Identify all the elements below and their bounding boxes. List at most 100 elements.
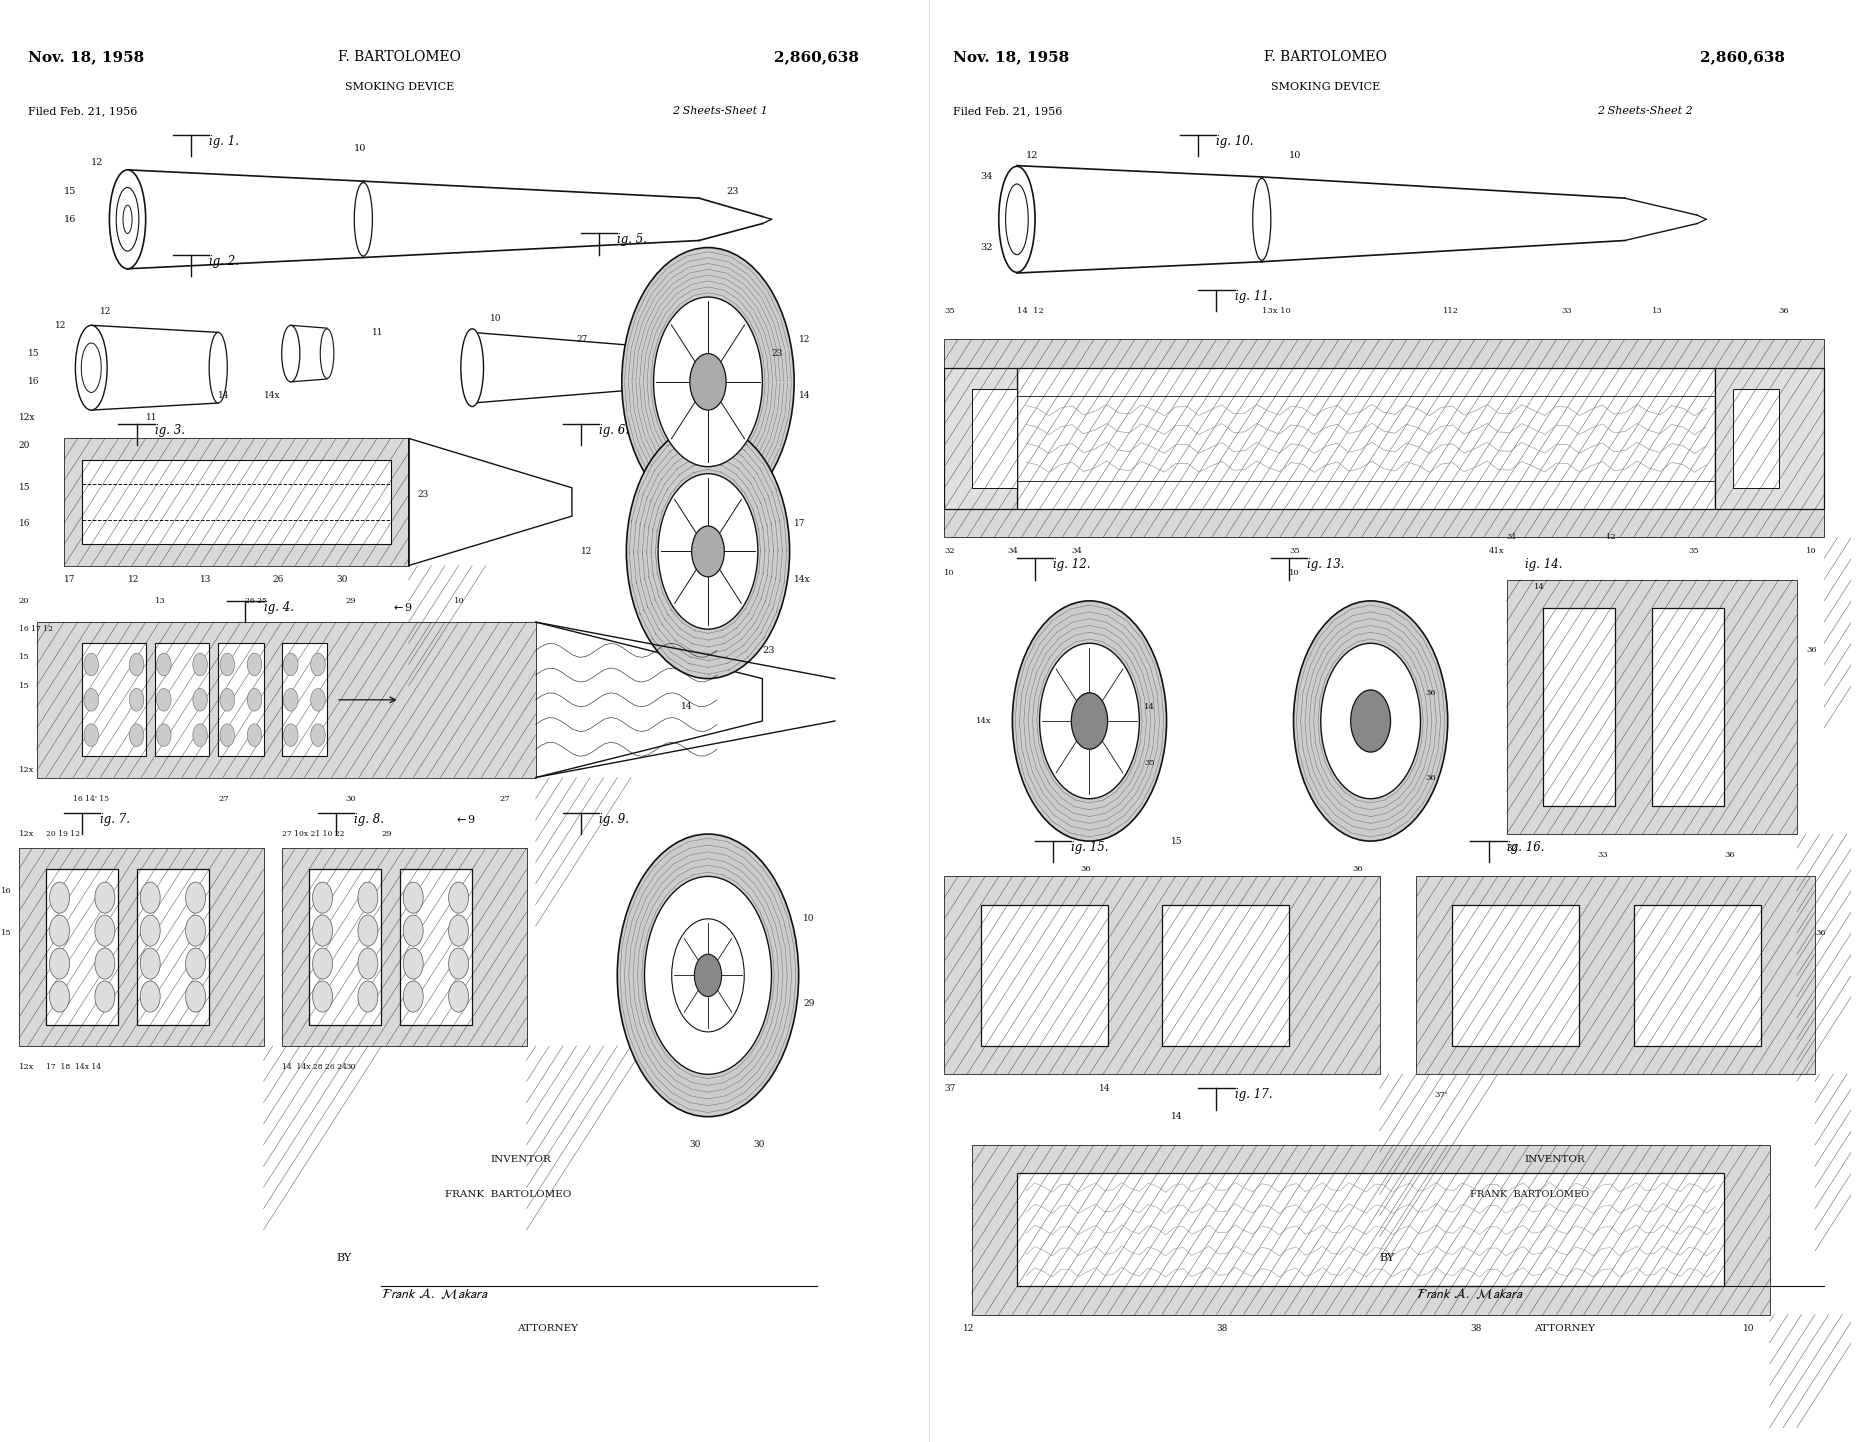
Text: 14: 14 bbox=[1144, 702, 1156, 711]
Circle shape bbox=[312, 947, 333, 979]
Circle shape bbox=[1320, 643, 1421, 799]
Circle shape bbox=[185, 916, 206, 946]
Text: 12x: 12x bbox=[19, 1063, 34, 1071]
Ellipse shape bbox=[75, 326, 107, 410]
Text: 14: 14 bbox=[1533, 583, 1545, 591]
Circle shape bbox=[404, 883, 423, 913]
Bar bbox=[219, 643, 264, 756]
Circle shape bbox=[449, 883, 469, 913]
Circle shape bbox=[140, 916, 161, 946]
Text: ig. 14.: ig. 14. bbox=[1524, 558, 1561, 571]
Circle shape bbox=[357, 947, 378, 979]
Text: 10: 10 bbox=[490, 314, 501, 323]
Ellipse shape bbox=[999, 166, 1036, 273]
Text: 33: 33 bbox=[1597, 851, 1608, 859]
Text: 14  12: 14 12 bbox=[1017, 307, 1043, 316]
Circle shape bbox=[221, 653, 234, 676]
Text: 35: 35 bbox=[1288, 548, 1300, 555]
Text: 36: 36 bbox=[1425, 773, 1436, 782]
Circle shape bbox=[692, 526, 724, 577]
Circle shape bbox=[49, 883, 69, 913]
Circle shape bbox=[357, 981, 378, 1012]
Bar bbox=[1715, 368, 1823, 509]
Text: 26: 26 bbox=[273, 575, 284, 584]
Text: 16 14' 15: 16 14' 15 bbox=[73, 795, 108, 803]
Text: 38: 38 bbox=[1470, 1324, 1481, 1334]
Text: 30: 30 bbox=[346, 1063, 355, 1071]
Bar bbox=[1453, 904, 1578, 1045]
Text: 23: 23 bbox=[763, 646, 774, 655]
Text: ATTORNEY: ATTORNEY bbox=[518, 1324, 578, 1334]
Text: Filed Feb. 21, 1956: Filed Feb. 21, 1956 bbox=[28, 107, 137, 117]
Text: 34: 34 bbox=[1008, 548, 1019, 555]
Text: F. BARTOLOMEO: F. BARTOLOMEO bbox=[338, 49, 462, 63]
Bar bbox=[1017, 368, 1715, 509]
Text: ig. 13.: ig. 13. bbox=[1307, 558, 1345, 571]
Text: 11: 11 bbox=[372, 327, 383, 337]
Text: 12: 12 bbox=[92, 159, 103, 167]
Circle shape bbox=[357, 883, 378, 913]
Circle shape bbox=[247, 688, 262, 711]
Text: 112: 112 bbox=[1444, 307, 1459, 316]
Bar bbox=[82, 460, 391, 545]
Text: 20 19 12: 20 19 12 bbox=[47, 831, 80, 838]
Bar bbox=[944, 368, 1017, 509]
Circle shape bbox=[1350, 689, 1391, 753]
Circle shape bbox=[312, 981, 333, 1012]
Circle shape bbox=[357, 916, 378, 946]
Text: 13: 13 bbox=[155, 597, 165, 604]
Circle shape bbox=[221, 724, 234, 747]
Text: 15: 15 bbox=[28, 349, 39, 358]
Circle shape bbox=[140, 883, 161, 913]
Circle shape bbox=[185, 947, 206, 979]
Text: 15: 15 bbox=[0, 929, 11, 937]
Circle shape bbox=[1040, 643, 1139, 799]
Circle shape bbox=[140, 947, 161, 979]
Text: 36: 36 bbox=[1081, 865, 1090, 874]
Text: 32: 32 bbox=[1507, 844, 1518, 852]
Circle shape bbox=[247, 653, 262, 676]
Circle shape bbox=[284, 653, 297, 676]
Circle shape bbox=[157, 688, 170, 711]
Text: 30: 30 bbox=[346, 795, 355, 803]
Ellipse shape bbox=[209, 333, 228, 402]
Text: 2 Sheets-Sheet 2: 2 Sheets-Sheet 2 bbox=[1597, 107, 1692, 117]
Text: 12: 12 bbox=[127, 575, 138, 584]
Circle shape bbox=[129, 688, 144, 711]
Text: Nov. 18, 1958: Nov. 18, 1958 bbox=[954, 49, 1070, 63]
Text: ig. 15.: ig. 15. bbox=[1072, 841, 1109, 854]
Text: $\mathcal{Frank\ A.\ Makara}$: $\mathcal{Frank\ A.\ Makara}$ bbox=[381, 1286, 490, 1301]
Text: ig. 9.: ig. 9. bbox=[598, 813, 628, 826]
Bar bbox=[282, 643, 327, 756]
Text: 34: 34 bbox=[980, 173, 993, 182]
Text: ig. 12.: ig. 12. bbox=[1053, 558, 1090, 571]
Circle shape bbox=[1072, 692, 1107, 750]
Text: 37: 37 bbox=[944, 1084, 956, 1093]
Text: 13: 13 bbox=[1651, 307, 1662, 316]
Circle shape bbox=[449, 947, 469, 979]
Circle shape bbox=[95, 916, 114, 946]
Circle shape bbox=[449, 981, 469, 1012]
Text: 12: 12 bbox=[963, 1324, 974, 1334]
Text: 30: 30 bbox=[754, 1141, 765, 1149]
Circle shape bbox=[84, 688, 99, 711]
Text: 10: 10 bbox=[1288, 151, 1302, 160]
Text: 36: 36 bbox=[1816, 929, 1825, 937]
Text: ig. 5.: ig. 5. bbox=[617, 234, 647, 247]
Text: 36: 36 bbox=[1806, 646, 1816, 655]
Ellipse shape bbox=[108, 170, 146, 268]
Circle shape bbox=[193, 653, 208, 676]
Text: 38: 38 bbox=[1216, 1324, 1229, 1334]
Text: 33: 33 bbox=[1561, 307, 1573, 316]
Text: 31: 31 bbox=[1507, 534, 1517, 541]
Circle shape bbox=[49, 947, 69, 979]
Text: 36: 36 bbox=[1724, 851, 1735, 859]
Circle shape bbox=[185, 883, 206, 913]
Circle shape bbox=[84, 653, 99, 676]
Ellipse shape bbox=[282, 326, 299, 382]
Text: BY: BY bbox=[337, 1253, 352, 1263]
Bar bbox=[944, 339, 1823, 538]
Text: 16: 16 bbox=[0, 887, 11, 894]
Circle shape bbox=[284, 688, 297, 711]
Circle shape bbox=[310, 688, 325, 711]
